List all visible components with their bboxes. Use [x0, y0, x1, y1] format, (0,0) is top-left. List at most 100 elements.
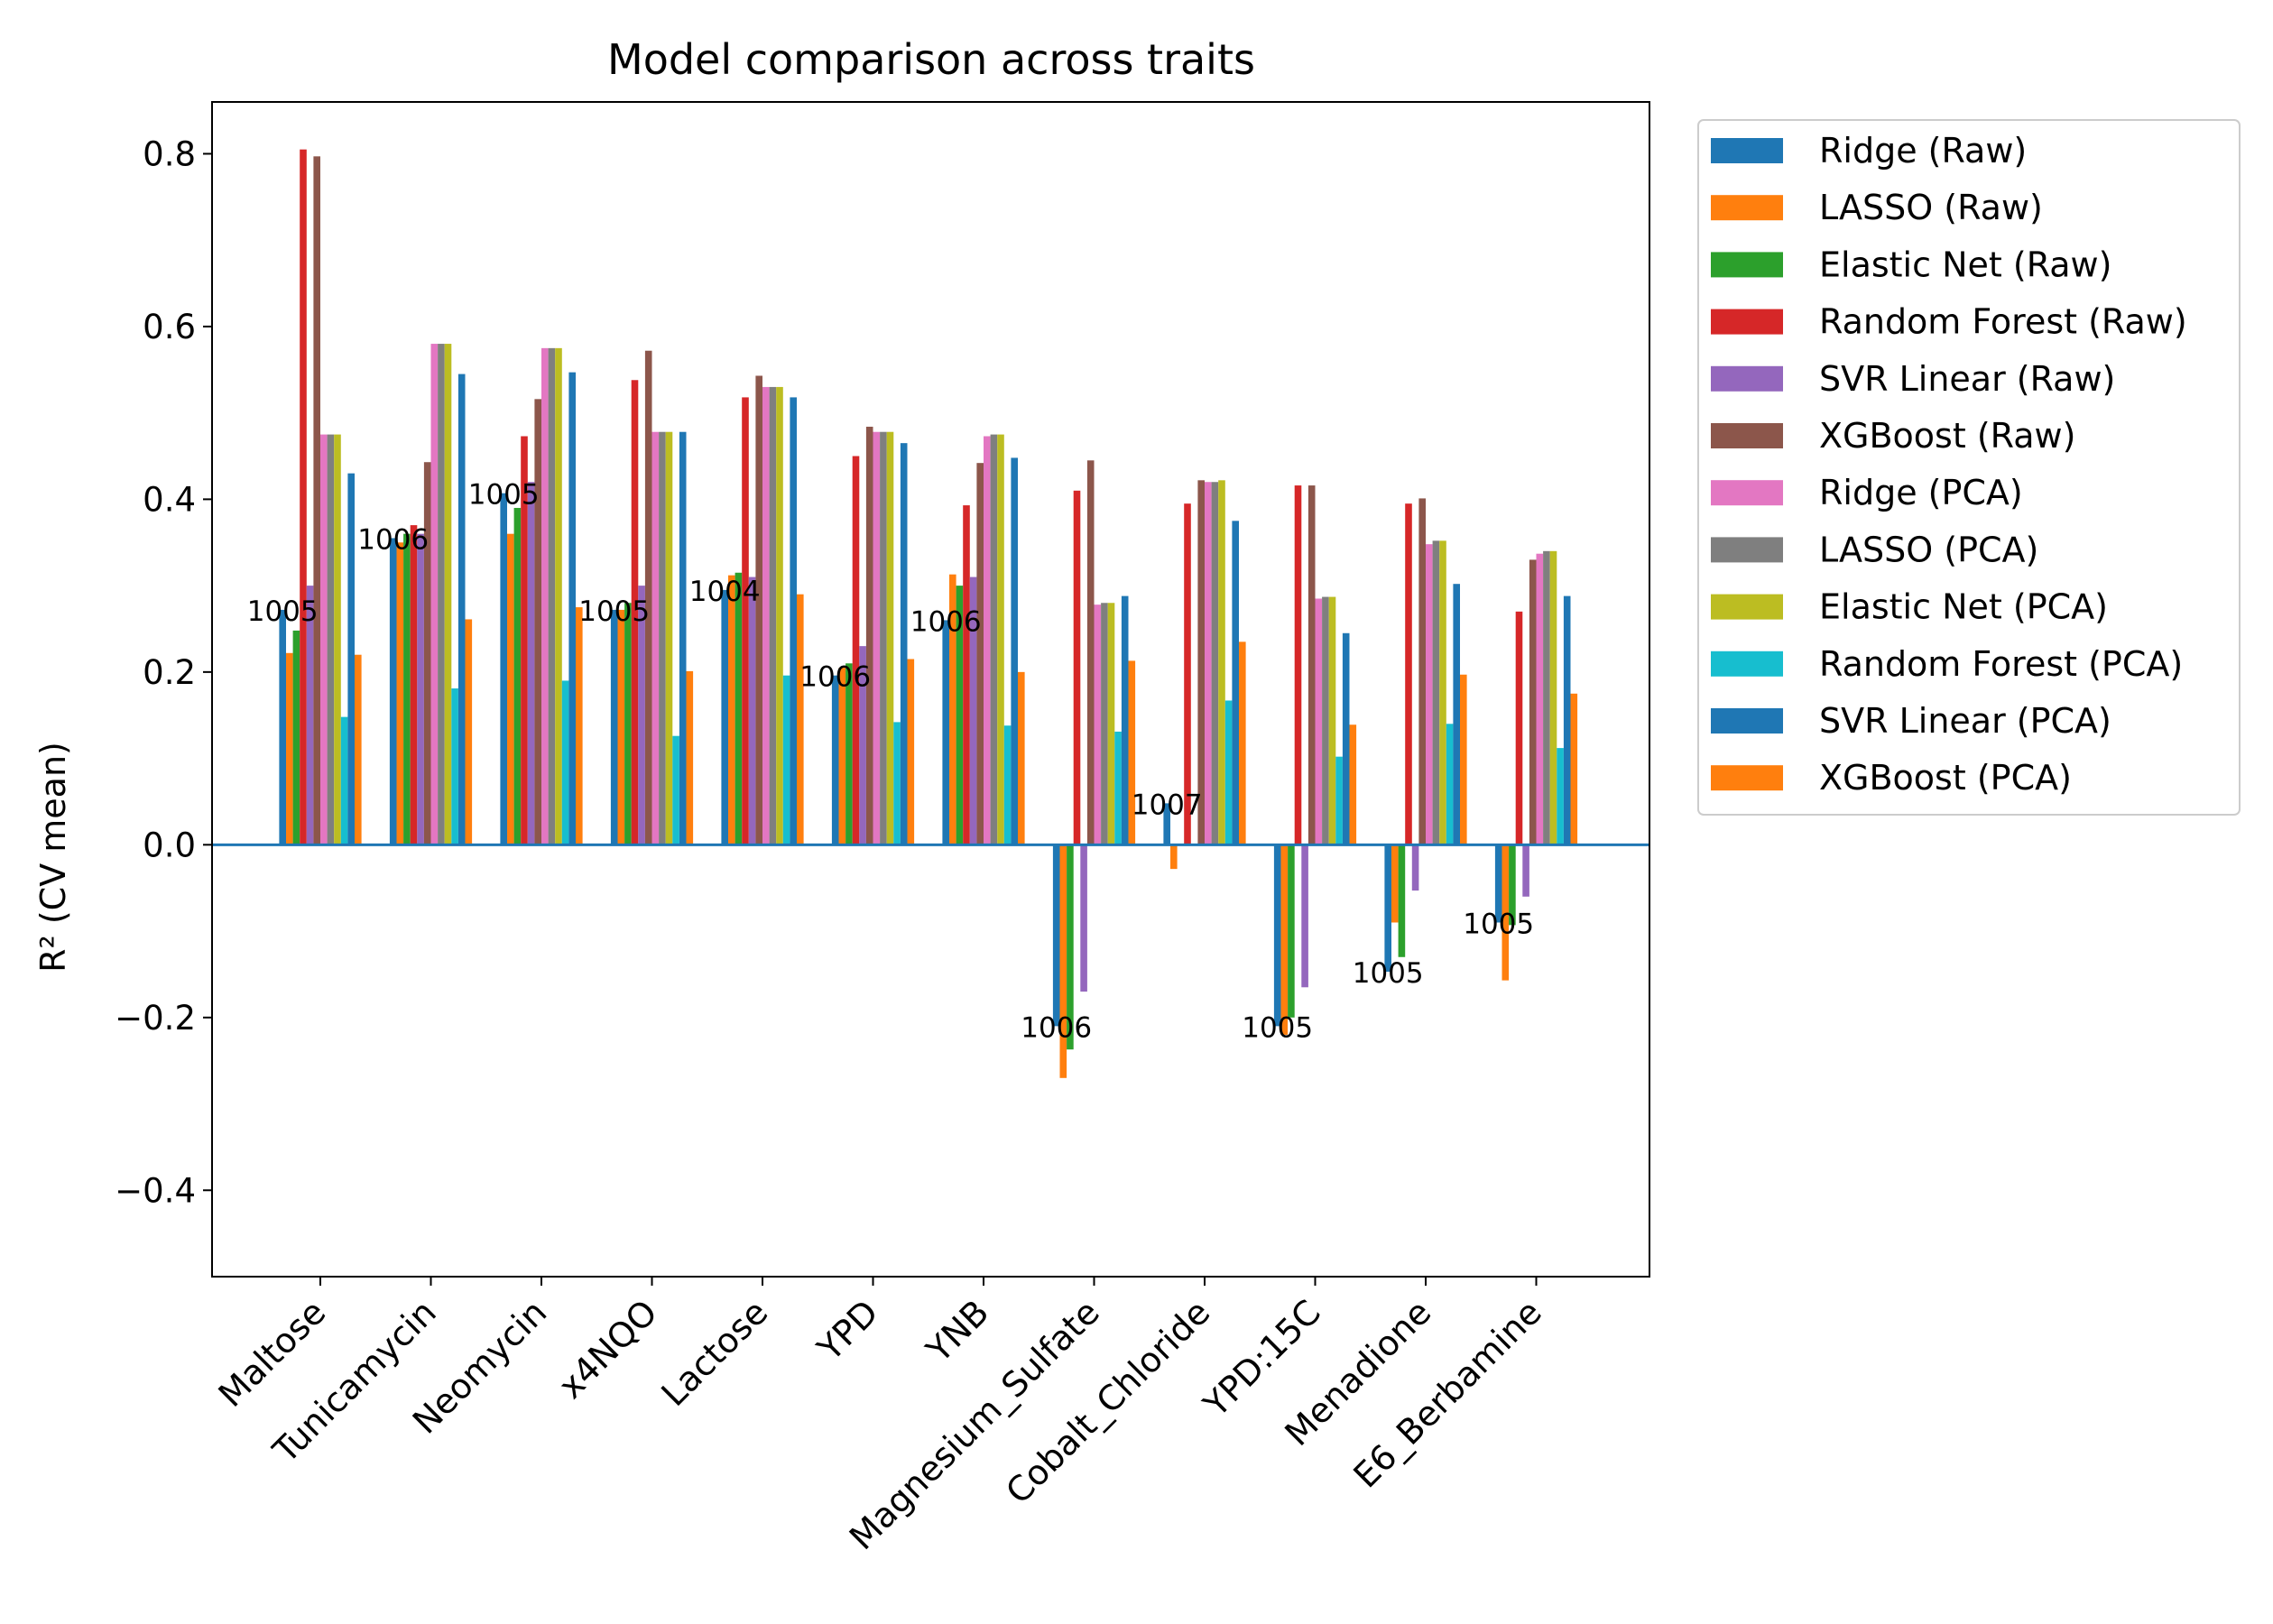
- bar: [568, 372, 576, 845]
- bar: [942, 620, 949, 845]
- bar: [859, 646, 866, 845]
- bar: [403, 533, 411, 845]
- bar: [1184, 503, 1191, 845]
- bar: [865, 426, 873, 845]
- legend-swatch: [1711, 252, 1783, 278]
- bar: [1114, 731, 1122, 845]
- bar: [735, 572, 743, 845]
- bar: [1011, 457, 1018, 845]
- annotation-label: 1006: [357, 523, 429, 556]
- bar: [465, 619, 473, 845]
- bar: [679, 431, 687, 845]
- annotation-label: 1005: [468, 479, 540, 512]
- legend-label: XGBoost (Raw): [1819, 416, 2075, 456]
- bar: [956, 586, 964, 845]
- legend-label: SVR Linear (Raw): [1819, 359, 2115, 399]
- bar: [963, 505, 970, 845]
- bar: [300, 149, 307, 845]
- bar: [984, 436, 991, 845]
- y-tick-label: 0.0: [143, 826, 196, 864]
- bar: [1121, 595, 1129, 845]
- bar: [1052, 844, 1060, 1027]
- bar: [624, 603, 632, 845]
- bar: [1239, 641, 1246, 845]
- legend-swatch: [1711, 594, 1783, 620]
- legend-swatch: [1711, 708, 1783, 734]
- legend-swatch: [1711, 765, 1783, 791]
- bar: [782, 675, 790, 845]
- bar: [728, 575, 735, 845]
- bar: [1494, 844, 1502, 923]
- bar: [1224, 700, 1233, 845]
- bar: [907, 659, 915, 845]
- bar: [1543, 550, 1550, 845]
- bar: [444, 344, 452, 845]
- bar: [1073, 490, 1081, 845]
- bar: [665, 431, 673, 845]
- bar: [1094, 604, 1102, 845]
- bar: [1197, 480, 1205, 845]
- bar: [659, 431, 666, 845]
- bar: [1307, 485, 1316, 845]
- bar: [355, 654, 362, 845]
- bar: [1439, 540, 1446, 845]
- legend-label: LASSO (Raw): [1819, 188, 2043, 227]
- bar: [576, 607, 583, 845]
- bar: [306, 586, 314, 845]
- bar: [1086, 460, 1095, 845]
- bar: [541, 347, 549, 845]
- bar: [1501, 844, 1510, 981]
- bar: [548, 347, 556, 845]
- bar: [396, 542, 404, 845]
- legend-box: [1697, 119, 2241, 816]
- legend-swatch: [1711, 651, 1783, 677]
- bar: [417, 533, 424, 845]
- bar: [686, 670, 694, 845]
- bar: [1294, 485, 1302, 845]
- bar: [721, 589, 728, 845]
- bar: [1205, 482, 1212, 845]
- bar: [1570, 693, 1578, 845]
- bar: [1211, 482, 1219, 845]
- legend-swatch: [1711, 138, 1783, 163]
- bar: [507, 533, 514, 845]
- y-tick-label: 0.4: [143, 480, 196, 519]
- bar: [1515, 611, 1523, 845]
- bar: [561, 680, 569, 845]
- legend-label: LASSO (PCA): [1819, 530, 2038, 569]
- annotation-label: 1004: [689, 576, 761, 608]
- bar: [617, 609, 625, 845]
- bar: [555, 347, 562, 845]
- bars-layer: [279, 149, 1578, 1078]
- plot-frame: [211, 101, 1650, 1278]
- legend: Ridge (Raw) LASSO (Raw) Elastic Net (Raw) R…: [1697, 119, 2241, 816]
- chart-title: Model comparison across traits: [607, 35, 1255, 84]
- bar: [1536, 553, 1544, 845]
- bar: [769, 386, 777, 845]
- bar: [1328, 596, 1336, 845]
- legend-swatch: [1711, 423, 1783, 448]
- bar: [845, 663, 853, 845]
- bar: [334, 434, 341, 845]
- bar: [1170, 844, 1178, 870]
- bar: [1398, 844, 1406, 957]
- bar: [755, 375, 762, 845]
- bar: [1107, 603, 1115, 845]
- bar: [797, 594, 804, 845]
- bar: [742, 397, 749, 845]
- bar: [776, 386, 783, 845]
- y-tick-label: 0.8: [143, 134, 196, 173]
- bar: [410, 525, 418, 845]
- bar: [1322, 596, 1329, 845]
- bar: [880, 431, 887, 845]
- bar: [347, 473, 355, 845]
- bar: [1453, 584, 1460, 845]
- bar: [1067, 844, 1074, 1050]
- bar: [1349, 724, 1357, 845]
- bar: [644, 350, 652, 845]
- bar: [1080, 844, 1087, 992]
- annotation-label: 1006: [799, 661, 871, 694]
- legend-swatch: [1711, 365, 1783, 392]
- y-tick-label: −0.4: [115, 1171, 196, 1210]
